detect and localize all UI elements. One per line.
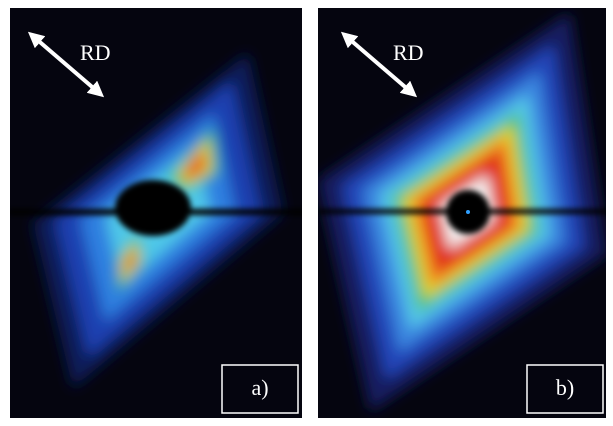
panel-b: RD b) — [318, 8, 613, 418]
page: RD a) RD b) (() => { const data = JSON.p… — [0, 0, 613, 426]
beam-center — [466, 210, 470, 214]
arrow-label: RD — [393, 40, 424, 65]
panel-label: b) — [556, 375, 574, 400]
panel-a: RD a) — [8, 8, 308, 418]
figure: RD a) RD b) — [0, 0, 613, 426]
panel-label: a) — [251, 375, 268, 400]
arrow-label: RD — [80, 40, 111, 65]
